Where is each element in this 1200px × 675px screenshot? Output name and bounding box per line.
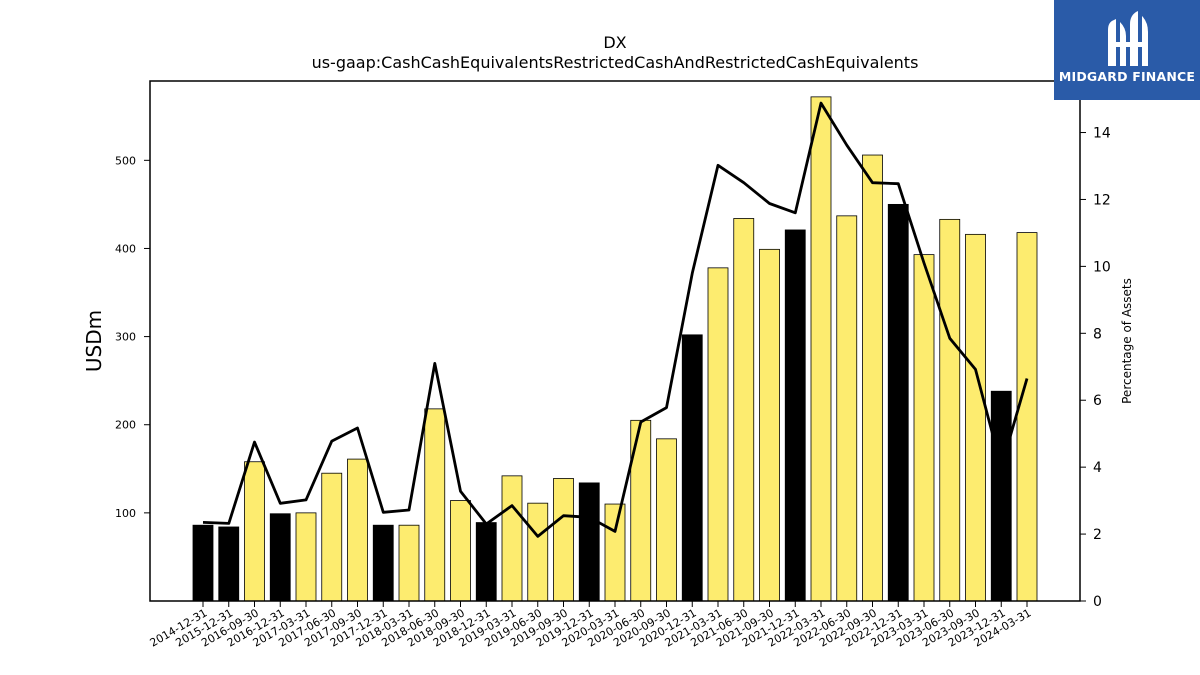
bar <box>939 218 961 602</box>
bar <box>398 524 420 602</box>
bar <box>965 233 986 602</box>
bar <box>527 502 549 602</box>
bar <box>475 522 497 602</box>
x-axis: 2014-12-312015-12-312016-09-302016-12-31… <box>148 601 1034 650</box>
bar <box>372 524 394 602</box>
chart-title: DX <box>603 33 626 52</box>
y-tick-label: 200 <box>115 419 136 432</box>
logo-text: MIDGARD FINANCE <box>1058 69 1196 84</box>
bar <box>604 503 626 602</box>
bar <box>681 334 703 602</box>
bar <box>424 408 446 602</box>
y2-tick-label: 0 <box>1093 594 1102 610</box>
bar <box>321 472 343 602</box>
right-axis: 0 2 4 6 8 10 12 14 <box>1080 126 1111 610</box>
left-axis: 100 200 300 400 500 <box>115 154 150 520</box>
bar <box>578 482 600 602</box>
bar <box>759 248 780 602</box>
brand-logo: MIDGARD FINANCE <box>1054 0 1200 100</box>
bar <box>218 526 240 602</box>
bar <box>553 478 574 602</box>
bar <box>707 267 729 602</box>
y2-tick-label: 14 <box>1093 126 1111 142</box>
y-tick-label: 100 <box>115 507 136 520</box>
bar <box>862 154 883 602</box>
bar <box>887 203 909 602</box>
bar <box>913 254 935 602</box>
percentage-line <box>202 101 1029 538</box>
y2-tick-label: 6 <box>1093 393 1102 409</box>
midgard-logo-icon <box>1108 11 1148 66</box>
y2-tick-label: 2 <box>1093 527 1102 543</box>
bar <box>836 215 858 602</box>
bars-layer <box>192 96 1038 602</box>
bar <box>295 512 317 602</box>
y2-tick-label: 4 <box>1093 460 1102 476</box>
bar <box>990 390 1012 602</box>
bar <box>269 513 291 602</box>
y2-tick-label: 12 <box>1093 192 1111 208</box>
y2-tick-label: 10 <box>1093 259 1111 275</box>
bar <box>733 218 755 602</box>
bar <box>656 438 677 602</box>
bar <box>784 229 806 602</box>
y-tick-label: 300 <box>115 331 136 344</box>
chart-subtitle: us-gaap:CashCashEquivalentsRestrictedCas… <box>312 53 919 72</box>
y-tick-label: 400 <box>115 242 136 255</box>
bar <box>501 475 523 602</box>
y2-axis-label: Percentage of Assets <box>1120 278 1134 404</box>
y-axis-label: USDm <box>82 310 106 372</box>
y-tick-label: 500 <box>115 154 136 167</box>
y2-tick-label: 8 <box>1093 326 1102 342</box>
bar <box>347 458 368 602</box>
percentage-line-layer <box>202 101 1029 538</box>
bar <box>192 524 214 602</box>
bar <box>810 96 832 602</box>
bar <box>1016 232 1038 602</box>
bar <box>450 500 471 602</box>
bar <box>244 461 265 602</box>
